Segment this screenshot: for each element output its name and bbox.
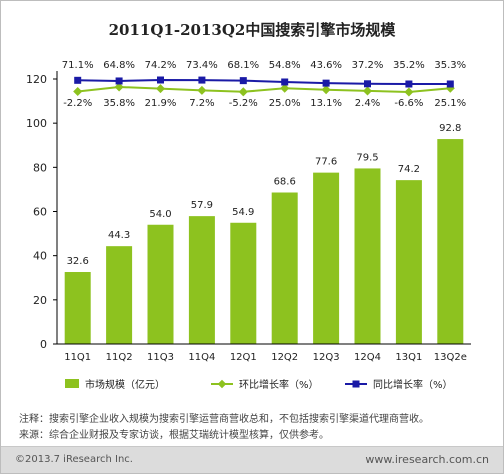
y-tick-label: 100 [26,117,47,130]
yoy-growth-label: 54.8% [269,60,301,71]
mom-growth-line [77,85,451,94]
mom-growth-point [238,87,248,97]
yoy-growth-label: 71.1% [62,60,94,71]
y-tick-label: 20 [33,294,47,307]
mom-growth-label: 13.1% [310,98,342,109]
yoy-growth-label: 68.1% [227,60,259,71]
legend-marker-yoy [352,380,360,388]
yoy-growth-label: 35.3% [434,60,466,71]
y-axis: 0 20 40 60 80 100 120 [26,71,58,351]
legend: 市场规模（亿元） 环比增长率（%） 同比增长率（%） [65,378,453,391]
yoy-growth-point [364,80,371,88]
copyright-text: ©2013.7 iResearch Inc. [15,454,133,465]
bar [313,172,340,344]
legend-label-yoy: 同比增长率（%） [373,378,453,391]
yoy-growth-point [239,77,247,85]
mom-growth-label: -2.2% [63,98,92,109]
legend-label-mom: 环比增长率（%） [239,378,319,391]
mom-growth-point [114,82,124,92]
x-tick-label: 13Q2e [434,352,467,363]
x-tick-label: 12Q3 [313,352,340,363]
y-tick-label: 80 [33,161,47,174]
mom-growth-point [362,86,373,96]
x-tick-label: 11Q2 [106,352,133,363]
mom-growth-point [280,83,290,93]
y-tick-label: 0 [40,338,47,351]
x-tick-label: 12Q1 [230,352,257,363]
bar-value-label: 57.9 [191,200,213,211]
mom-growth-label: -6.6% [394,98,423,109]
x-tick-label: 12Q4 [354,352,381,363]
x-tick-label: 11Q4 [188,352,215,363]
chart-source: 来源：综合企业财报及专家访谈，根据艾瑞统计模型核算，仅供参考。 [19,430,329,441]
legend-label-market-size: 市场规模（亿元） [85,378,165,391]
x-axis: 11Q1 11Q2 11Q3 11Q4 12Q1 12Q2 12Q3 12Q4 13Q1 13Q2… [57,343,471,363]
yoy-growth-label: 37.2% [352,60,384,71]
x-tick-label: 12Q2 [271,352,298,363]
y-tick-label: 60 [33,206,47,219]
yoy-growth-label: 64.8% [103,60,135,71]
line-series: -2.2% 35.8% 21.9% 7.2% -5.2% 25.0% 13.1% 2.4% -6… [62,60,466,109]
mom-growth-point [155,84,166,94]
yoy-growth-point [322,79,330,87]
yoy-growth-point [157,76,164,84]
x-tick-label: 13Q1 [395,352,422,363]
yoy-growth-label: 35.2% [393,60,425,71]
bar [437,139,464,344]
mom-growth-label: 25.1% [434,98,466,109]
yoy-growth-point [405,80,413,88]
mom-growth-label: 7.2% [189,98,214,109]
legend-swatch-market-size [65,379,79,388]
bar-series: 32.6 44.3 54.0 57.9 54.9 68.6 77.6 79.5 74.2 92.8 [64,123,464,344]
bar-value-label: 54.0 [149,209,171,220]
yoy-growth-label: 73.4% [186,60,218,71]
chart-note: 注释：搜索引擎企业收入规模为搜索引擎运营商营收总和，不包括搜索引擎渠道代理商营收… [19,414,429,425]
bar-value-label: 77.6 [315,157,337,168]
yoy-growth-label: 43.6% [310,60,342,71]
yoy-growth-point [198,76,206,84]
x-tick-label: 11Q3 [147,352,174,363]
bar [188,216,215,344]
mom-growth-label: 2.4% [355,98,380,109]
legend-marker-mom [217,379,227,389]
bar-value-label: 54.9 [232,207,254,218]
mom-growth-point [404,87,414,97]
mom-growth-point [197,85,207,95]
bar-value-label: 68.6 [274,177,296,188]
bar [106,246,133,344]
bar [147,224,174,344]
website-text: www.iresearch.com.cn [365,453,489,466]
yoy-growth-line [77,78,451,85]
bar [271,192,298,344]
yoy-growth-point [115,77,123,85]
mom-growth-label: 25.0% [269,98,301,109]
mom-growth-label: 35.8% [103,98,135,109]
y-tick-label: 120 [26,73,47,86]
yoy-growth-label: 74.2% [145,60,177,71]
footer-bar: ©2013.7 iResearch Inc. www.iresearch.com… [1,446,503,473]
chart-plot: 0 20 40 60 80 100 120 32.6 44.3 54.0 57.9 54.9 68.6… [26,60,471,391]
bar-value-label: 79.5 [356,152,378,163]
mom-growth-point [73,86,83,97]
y-tick-label: 40 [33,250,47,263]
bar-value-label: 32.6 [67,256,89,267]
bar-value-label: 74.2 [398,164,420,175]
yoy-growth-point [281,78,289,86]
yoy-growth-point [74,76,82,84]
bar [354,168,381,344]
bar [395,180,422,344]
x-tick-label: 11Q1 [64,352,91,363]
bar [64,272,91,344]
yoy-growth-point [446,80,454,88]
bar-value-label: 92.8 [439,123,461,134]
bar-value-label: 44.3 [108,230,130,241]
mom-growth-label: -5.2% [229,98,258,109]
bar [230,222,257,344]
mom-growth-label: 21.9% [145,98,177,109]
chart-title: 2011Q1-2013Q2中国搜索引擎市场规模 [108,21,396,39]
